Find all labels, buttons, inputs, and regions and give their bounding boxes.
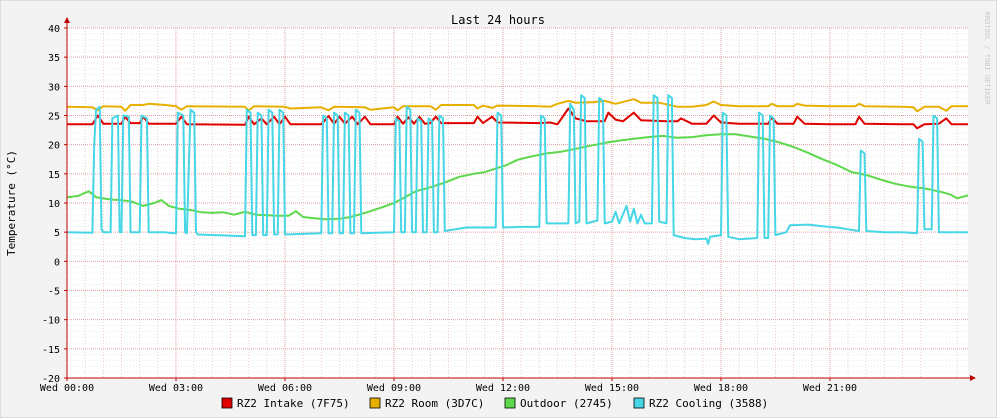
y-tick-label: -20 — [42, 374, 60, 385]
legend: RZ2 Intake (7F75) RZ2 Room (3D7C) Outdoor … — [221, 397, 768, 410]
x-axis-arrow — [970, 375, 976, 381]
x-tick-label: Wed 18:00 — [694, 383, 748, 394]
x-tick-label: Wed 21:00 — [803, 383, 857, 394]
y-tick-label: 40 — [48, 24, 60, 35]
legend-swatch — [504, 397, 516, 409]
y-tick-label: -5 — [48, 287, 60, 298]
x-tick-label: Wed 12:00 — [476, 383, 530, 394]
series-line — [66, 98, 968, 113]
y-tick-label: 25 — [48, 112, 60, 123]
legend-entry-label: RZ2 Intake (7F75) — [237, 397, 350, 410]
y-tick-label: -10 — [42, 316, 60, 327]
series-layer — [66, 94, 969, 245]
series-line — [66, 133, 969, 221]
y-tick-label: -15 — [42, 345, 60, 356]
x-tick-label: Wed 03:00 — [149, 383, 203, 394]
axis-layer — [64, 17, 976, 381]
x-tick-label: Wed 09:00 — [367, 383, 421, 394]
x-tick-label: Wed 00:00 — [40, 383, 94, 394]
legend-entry-label: RZ2 Cooling (3588) — [649, 397, 768, 410]
legend-entry-label: Outdoor (2745) — [520, 397, 613, 410]
y-tick-label: 15 — [48, 170, 60, 181]
y-tick-label: 20 — [48, 141, 60, 152]
rrdtool-watermark: RRDTOOL / TOBI OETIKER — [983, 12, 991, 106]
y-tick-label: 5 — [54, 228, 60, 239]
y-tick-label: 0 — [54, 257, 60, 268]
legend-swatch — [369, 397, 381, 409]
series-line — [66, 94, 968, 245]
y-tick-label: 30 — [48, 82, 60, 93]
series-line — [67, 107, 968, 130]
legend-entry-label: RZ2 Room (3D7C) — [385, 397, 484, 410]
x-tick-label: Wed 06:00 — [258, 383, 312, 394]
y-tick-label: 10 — [48, 199, 60, 210]
y-tick-label: 35 — [48, 53, 60, 64]
y-axis-label: Temperature (°C) — [5, 150, 18, 256]
legend-swatch — [633, 397, 645, 409]
x-tick-label: Wed 15:00 — [585, 383, 639, 394]
chart-title: Last 24 hours — [451, 13, 545, 27]
y-axis-arrow — [64, 17, 70, 23]
legend-swatch — [221, 397, 233, 409]
